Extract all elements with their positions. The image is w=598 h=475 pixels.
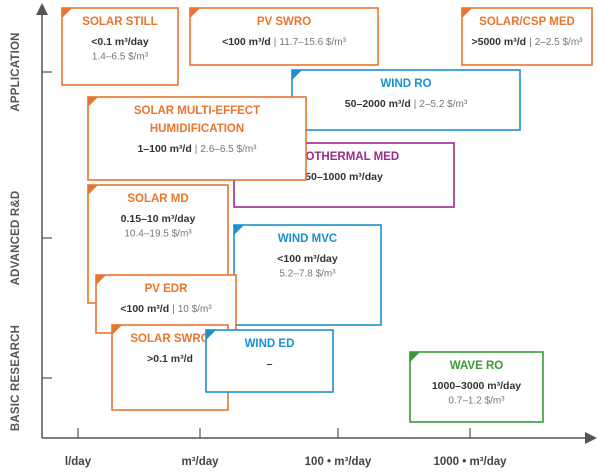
tech-box: WIND MVC <100 m³/day 5.2–7.8 $/m³ <box>233 224 382 326</box>
box-frame <box>189 7 379 66</box>
tech-box: PV SWRO <100 m³/d | 11.7–15.6 $/m³ <box>189 7 379 66</box>
separator: | <box>529 37 532 48</box>
x-axis-label: m³/day <box>181 456 219 468</box>
cost: 10.4–19.5 $/m³ <box>124 229 192 240</box>
tech-box: WAVE RO 1000–3000 m³/day 0.7–1.2 $/m³ <box>409 351 544 423</box>
cost: 11.7–15.6 $/m³ <box>279 37 346 48</box>
box-title: SOLAR SWRO <box>130 333 209 345</box>
box-title: WIND RO <box>380 78 431 90</box>
corner-flag <box>88 185 98 195</box>
tech-box: PV EDR <100 m³/d | 10 $/m³ <box>95 274 237 334</box>
corner-flag <box>190 8 200 18</box>
box-frame <box>291 69 521 131</box>
capacity: >5000 m³/d <box>472 36 527 48</box>
capacity: <100 m³/d <box>120 303 169 315</box>
box-frame <box>61 7 179 86</box>
box-title: SOLAR/CSP MED <box>479 16 575 28</box>
separator: | <box>414 99 417 110</box>
cost: 2–2.5 $/m³ <box>535 37 583 48</box>
capacity: 50–1000 m³/day <box>305 171 383 183</box>
box-specs: <100 m³/d | 11.7–15.6 $/m³ <box>222 36 347 48</box>
box-frame <box>87 96 307 181</box>
tech-box: SOLAR STILL <0.1 m³/day 1.4–6.5 $/m³ <box>61 7 179 86</box>
separator: | <box>172 304 175 315</box>
x-axis-label: 100 • m³/day <box>305 456 372 468</box>
capacity: >0.1 m³/d <box>147 353 193 365</box>
box-title: PV SWRO <box>257 16 311 28</box>
tech-box: SOLAR MULTI-EFFECT HUMIDIFICATION 1–100 m³… <box>87 96 307 181</box>
capacity: – <box>267 358 273 370</box>
box-frame <box>95 274 237 334</box>
cost: 1.4–6.5 $/m³ <box>92 52 149 63</box>
corner-flag <box>62 8 72 18</box>
cost: 0.7–1.2 $/m³ <box>448 396 505 407</box>
box-specs: 1–100 m³/d | 2.6–6.5 $/m³ <box>137 143 257 155</box>
separator: | <box>195 144 198 155</box>
tech-box: SOLAR/CSP MED >5000 m³/d | 2–2.5 $/m³ <box>461 7 593 66</box>
box-title: WIND MVC <box>278 233 337 245</box>
x-axis-label: 1000 • m³/day <box>433 456 507 468</box>
box-title: SOLAR STILL <box>82 16 157 28</box>
cost: 2.6–6.5 $/m³ <box>200 144 257 155</box>
y-axis-label: BASIC RESEARCH <box>10 325 22 431</box>
capacity: 1000–3000 m³/day <box>432 380 521 392</box>
corner-flag <box>292 70 302 80</box>
capacity: <100 m³/d <box>222 36 271 48</box>
box-specs: 50–2000 m³/d | 2–5.2 $/m³ <box>345 98 468 110</box>
separator: | <box>274 37 277 48</box>
y-axis-label: ADVANCED R&D <box>10 191 22 286</box>
box-title: SOLAR MULTI-EFFECT <box>134 105 260 117</box>
capacity: 0.15–10 m³/day <box>121 213 196 225</box>
corner-flag <box>112 325 122 335</box>
capacity: <100 m³/day <box>277 253 338 265</box>
capacity: 1–100 m³/d <box>137 143 191 155</box>
box-title: GEOTHERMAL MED <box>289 151 399 163</box>
cost: 2–5.2 $/m³ <box>419 99 467 110</box>
tech-box: WIND ED – <box>205 329 334 393</box>
box-title: WIND ED <box>245 338 295 350</box>
box-title: WAVE RO <box>450 360 504 372</box>
x-axis-label: l/day <box>65 456 92 468</box>
box-title: PV EDR <box>145 283 189 295</box>
box-specs: >5000 m³/d | 2–2.5 $/m³ <box>472 36 584 48</box>
box-frame <box>461 7 593 66</box>
corner-flag <box>88 97 98 107</box>
box-frame <box>409 351 544 423</box>
capacity: 50–2000 m³/d <box>345 98 411 110</box>
corner-flag <box>410 352 420 362</box>
capacity: <0.1 m³/day <box>91 36 149 48</box>
box-title: SOLAR MD <box>127 193 188 205</box>
corner-flag <box>234 225 244 235</box>
box-specs: <100 m³/d | 10 $/m³ <box>120 303 212 315</box>
ticks <box>42 71 471 438</box>
y-axis-label: APPLICATION <box>10 32 22 111</box>
corner-flag <box>462 8 472 18</box>
box-title: HUMIDIFICATION <box>150 123 244 135</box>
box-frame <box>233 224 382 326</box>
corner-flag <box>206 330 216 340</box>
boxes: SOLAR STILL <0.1 m³/day 1.4–6.5 $/m³ PV SWR… <box>61 7 593 423</box>
corner-flag <box>96 275 106 285</box>
tech-box: WIND RO 50–2000 m³/d | 2–5.2 $/m³ <box>291 69 521 131</box>
cost: 10 $/m³ <box>178 304 213 315</box>
cost: 5.2–7.8 $/m³ <box>279 269 336 280</box>
box-frame <box>205 329 334 393</box>
